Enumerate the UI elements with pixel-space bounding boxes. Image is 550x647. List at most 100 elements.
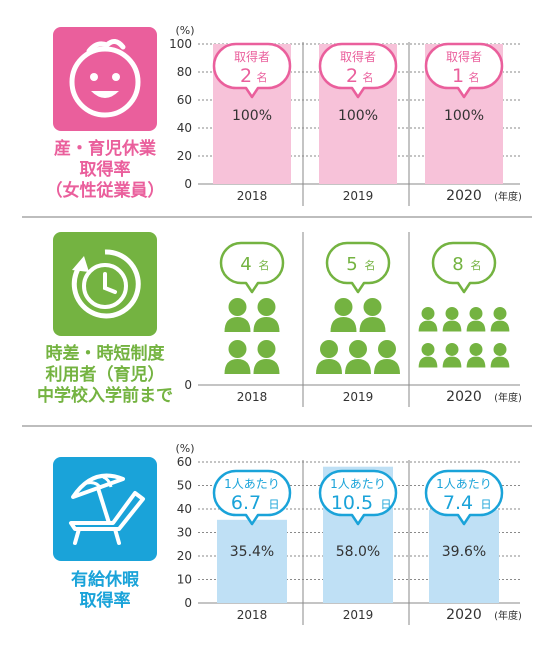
person-body [330, 317, 357, 332]
person-icon [466, 343, 486, 368]
person-icon [253, 340, 280, 374]
callout-unit: 日 [269, 498, 280, 511]
callout-bubble [424, 469, 504, 526]
person-head [228, 298, 247, 316]
y-tick-label: 20 [177, 149, 192, 163]
label-line: 取得率 [79, 160, 131, 180]
callout-value: 2 [346, 65, 358, 87]
person-icon [330, 298, 357, 332]
person-body [490, 320, 510, 332]
callout-value: 1 [452, 65, 464, 87]
y-axis-unit: (%) [175, 24, 194, 37]
callout-title: 取得者 [234, 49, 270, 64]
y-tick-label: 80 [177, 65, 192, 79]
person-body [418, 356, 438, 368]
person-head [349, 340, 367, 358]
person-icon [466, 307, 486, 332]
callout-bubble [219, 241, 285, 294]
callout-unit: 名 [365, 258, 376, 272]
person-head [421, 343, 435, 356]
person-body [466, 356, 486, 368]
person-head [228, 340, 247, 358]
y-tick-label: 10 [177, 573, 192, 587]
callout-bubble [424, 42, 504, 99]
person-icon [490, 307, 510, 332]
person-body [253, 317, 280, 332]
callout-title: 取得者 [340, 49, 376, 64]
person-head [257, 298, 276, 316]
section-divider [22, 425, 532, 427]
callout-unit: 日 [381, 498, 392, 511]
section-shorter-hours: 時差・時短制度 利用者（育児） 中学校入学前まで 0 4 名 2018 5 名 2019 8 名… [0, 218, 550, 423]
person-body [224, 359, 251, 374]
callout-unit: 名 [257, 70, 268, 84]
callout-value: 5 [346, 254, 357, 275]
callout-value: 6.7 [231, 492, 261, 514]
paid-leave-icon-box [53, 457, 157, 561]
y-tick-label: 100 [169, 37, 192, 51]
callout-bubble [325, 241, 391, 294]
callout-unit: 名 [469, 70, 480, 84]
person-body [466, 320, 486, 332]
person-body [490, 356, 510, 368]
person-body [316, 359, 342, 374]
x-tick-label: 2018 [237, 189, 268, 203]
bar-value-label: 58.0% [336, 544, 380, 560]
baby-face-icon [69, 39, 141, 118]
person-body [359, 317, 386, 332]
person-head [320, 340, 338, 358]
callout-unit: 名 [363, 70, 374, 84]
person-icon [442, 307, 462, 332]
shorter-hours-icon-box [53, 232, 157, 336]
label-line: 取得率 [79, 591, 131, 611]
person-head [493, 343, 507, 356]
person-head [334, 298, 353, 316]
person-icon [316, 340, 342, 374]
person-body [374, 359, 400, 374]
y-tick-label: 20 [177, 549, 192, 563]
callout-bubble [212, 469, 292, 526]
x-tick-label: 2020 [446, 188, 482, 204]
label-line: 有給休暇 [71, 570, 139, 590]
x-tick-label: 2019 [343, 390, 374, 404]
y-tick-label: 0 [184, 378, 192, 392]
person-icon [490, 343, 510, 368]
x-tick-label: 2019 [343, 608, 374, 622]
label-line: （女性従業員） [45, 181, 165, 201]
bar-value-label: 100% [338, 108, 378, 124]
callout-title: 1人あたり [224, 477, 280, 491]
person-head [421, 307, 435, 320]
callout-title: 1人あたり [330, 477, 386, 491]
person-head [493, 307, 507, 320]
person-icon [374, 340, 400, 374]
callout-bubble [318, 42, 398, 99]
y-tick-label: 30 [177, 526, 192, 540]
shorter-hours-label: 時差・時短制度 利用者（育児） 中学校入学前まで [0, 344, 210, 407]
person-head [469, 343, 483, 356]
bar-value-label: 100% [444, 108, 484, 124]
person-head [445, 343, 459, 356]
person-icon [224, 340, 251, 374]
person-icon [345, 340, 371, 374]
person-icon [253, 298, 280, 332]
callout-unit: 日 [481, 498, 492, 511]
x-tick-label: 2018 [237, 390, 268, 404]
year-unit: (年度) [494, 391, 522, 404]
label-line: 産・育児休業 [54, 139, 156, 159]
y-tick-label: 50 [177, 479, 192, 493]
person-body [418, 320, 438, 332]
callout-value: 10.5 [331, 492, 373, 514]
year-unit: (年度) [494, 609, 522, 622]
bar [429, 509, 499, 603]
